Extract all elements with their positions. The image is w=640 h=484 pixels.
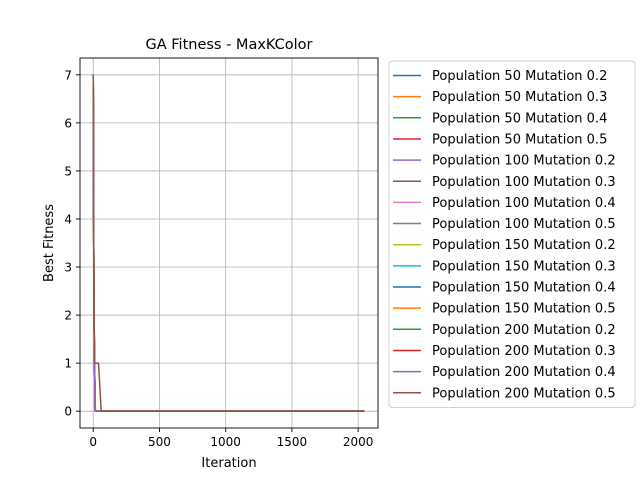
- x-tick-label: 1500: [277, 435, 308, 449]
- x-axis-label: Iteration: [201, 456, 256, 471]
- legend-label: Population 200 Mutation 0.4: [432, 365, 616, 380]
- plot-area: [80, 58, 378, 428]
- x-tick-label: 1000: [210, 435, 241, 449]
- y-tick-label: 6: [64, 116, 72, 130]
- legend-label: Population 50 Mutation 0.4: [432, 111, 607, 126]
- legend-label: Population 200 Mutation 0.2: [432, 323, 616, 338]
- legend-label: Population 150 Mutation 0.5: [432, 302, 616, 317]
- grid: [80, 58, 378, 428]
- x-tick-label: 0: [89, 435, 97, 449]
- legend-label: Population 200 Mutation 0.3: [432, 344, 616, 359]
- series-lines: [92, 74, 365, 412]
- x-axis-ticks: 0 500 1000 1500 2000: [89, 428, 373, 449]
- legend-label: Population 150 Mutation 0.2: [432, 238, 616, 253]
- legend-label: Population 200 Mutation 0.5: [432, 386, 616, 401]
- legend-box: [388, 60, 636, 408]
- legend-label: Population 150 Mutation 0.3: [432, 259, 616, 274]
- y-tick-label: 2: [64, 309, 72, 323]
- y-axis-label: Best Fitness: [42, 204, 57, 282]
- legend-label: Population 100 Mutation 0.2: [432, 154, 616, 169]
- y-tick-label: 7: [64, 68, 72, 82]
- x-tick-label: 2000: [343, 435, 374, 449]
- legend-label: Population 50 Mutation 0.5: [432, 132, 607, 147]
- y-tick-label: 5: [64, 164, 72, 178]
- y-tick-label: 4: [64, 212, 72, 226]
- legend: Population 50 Mutation 0.2 Population 50 …: [388, 60, 636, 408]
- legend-label: Population 50 Mutation 0.3: [432, 90, 607, 105]
- legend-label: Population 100 Mutation 0.4: [432, 196, 616, 211]
- y-tick-label: 3: [64, 261, 72, 275]
- y-tick-label: 0: [64, 405, 72, 419]
- legend-label: Population 100 Mutation 0.3: [432, 175, 616, 190]
- series-line: [92, 74, 365, 412]
- legend-label: Population 100 Mutation 0.5: [432, 217, 616, 232]
- legend-label: Population 150 Mutation 0.4: [432, 281, 616, 296]
- x-tick-label: 500: [148, 435, 171, 449]
- legend-label: Population 50 Mutation 0.2: [432, 69, 607, 84]
- y-axis-ticks: 0 1 2 3 4 5 6 7: [64, 68, 80, 419]
- chart-title: GA Fitness - MaxKColor: [146, 37, 313, 53]
- plot-frame: [79, 57, 379, 429]
- y-tick-label: 1: [64, 357, 72, 371]
